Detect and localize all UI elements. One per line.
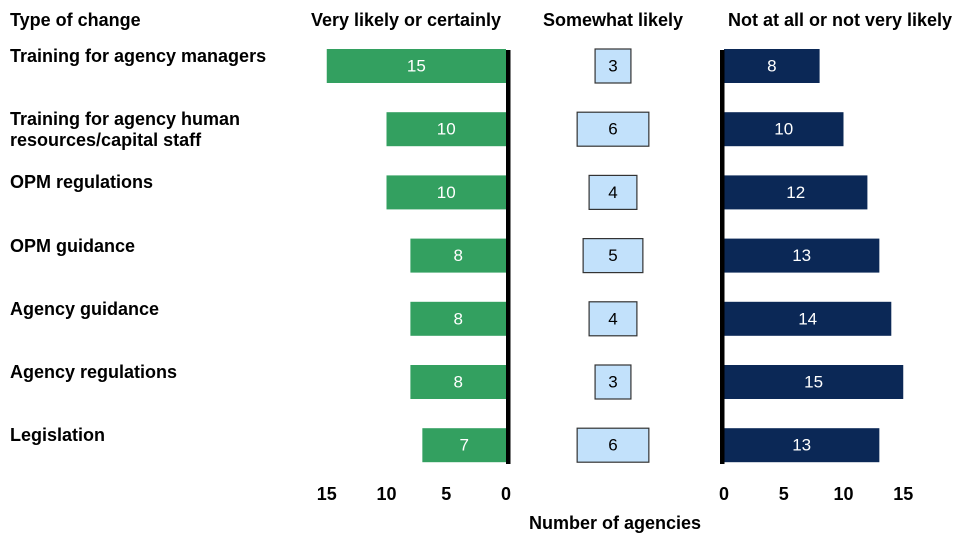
x-tick-label: 5 — [779, 484, 789, 504]
category-label: Training for agency human resources/capi… — [10, 109, 241, 151]
value-label: 14 — [798, 309, 817, 328]
bar — [594, 364, 632, 400]
bar — [724, 365, 904, 399]
category-label: OPM guidance — [10, 235, 136, 256]
bar — [594, 48, 632, 84]
category-label: Agency regulations — [10, 362, 178, 382]
x-axis-label: Number of agencies — [529, 513, 701, 533]
x-tick-label: 15 — [317, 484, 337, 504]
bar — [386, 175, 506, 210]
value-label: 8 — [453, 246, 462, 265]
value-label: 5 — [608, 246, 617, 265]
bar — [724, 238, 880, 273]
category-label: Training for agency managers — [10, 46, 267, 66]
category-label: Legislation — [10, 425, 106, 446]
bar — [326, 49, 506, 83]
value-label: 12 — [786, 183, 805, 202]
value-label: 7 — [459, 436, 468, 455]
value-label: 10 — [437, 120, 456, 139]
value-label: 3 — [608, 56, 617, 75]
bar — [588, 301, 638, 337]
bar — [410, 301, 506, 336]
category-label: OPM regulations — [10, 172, 154, 193]
bar — [576, 111, 650, 147]
value-label: 15 — [407, 56, 426, 75]
bar — [422, 428, 506, 463]
value-label: 13 — [792, 246, 811, 265]
bar — [724, 112, 844, 147]
series-header: Somewhat likely — [543, 10, 683, 30]
x-tick-label: 0 — [719, 484, 729, 504]
x-tick-label: 15 — [893, 484, 913, 504]
series-header: Very likely or certainly — [311, 10, 501, 30]
value-label: 8 — [767, 56, 776, 75]
axis-line — [720, 50, 725, 464]
x-tick-label: 5 — [441, 484, 451, 504]
x-tick-label: 0 — [501, 484, 511, 504]
value-label: 4 — [608, 309, 617, 328]
bar — [386, 112, 506, 147]
value-label: 10 — [437, 183, 456, 202]
bar — [576, 427, 650, 463]
value-label: 8 — [453, 309, 462, 328]
bar — [724, 49, 820, 83]
value-label: 4 — [608, 183, 617, 202]
value-label: 8 — [453, 372, 462, 391]
bar — [588, 174, 638, 210]
value-label: 10 — [774, 120, 793, 139]
bar — [582, 238, 644, 274]
bar — [724, 301, 892, 336]
bar — [724, 428, 880, 463]
value-label: 6 — [608, 120, 617, 139]
value-label: 13 — [792, 436, 811, 455]
category-axis-label: Type of change — [10, 10, 141, 30]
value-label: 15 — [804, 372, 823, 391]
value-label: 3 — [608, 372, 617, 391]
bar — [724, 175, 868, 210]
value-label: 6 — [608, 436, 617, 455]
bar — [410, 365, 506, 399]
category-label: Agency guidance — [10, 298, 160, 319]
series-header: Not at all or not very likely — [728, 10, 952, 30]
x-tick-label: 10 — [833, 484, 853, 504]
x-tick-label: 10 — [376, 484, 396, 504]
bar — [410, 238, 506, 273]
axis-line — [506, 50, 511, 464]
